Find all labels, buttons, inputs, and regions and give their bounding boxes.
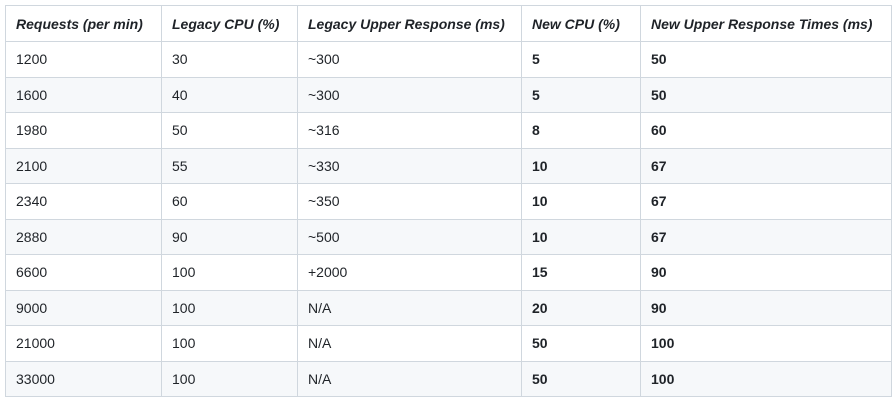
new-cpu-cell: 5 [521, 76, 641, 113]
header-legacy-upper-response: Legacy Upper Response (ms) [297, 5, 522, 42]
table-row: 1200 30 ~300 5 50 [5, 41, 892, 78]
table-row: 6600 100 +2000 15 90 [5, 254, 892, 291]
table-row: 1980 50 ~316 8 60 [5, 112, 892, 149]
new-cpu-cell: 20 [521, 289, 641, 326]
legacy-response-cell: ~316 [297, 112, 522, 149]
legacy-cpu-cell: 100 [161, 289, 298, 326]
new-response-cell: 60 [640, 112, 892, 149]
requests-cell: 2100 [5, 147, 162, 184]
table-row: 33000 100 N/A 50 100 [5, 360, 892, 397]
table-row: 1600 40 ~300 5 50 [5, 76, 892, 113]
legacy-response-cell: ~500 [297, 218, 522, 255]
requests-cell: 1200 [5, 41, 162, 78]
requests-cell: 21000 [5, 325, 162, 362]
legacy-response-cell: ~300 [297, 41, 522, 78]
new-response-cell: 67 [640, 218, 892, 255]
table-row: 21000 100 N/A 50 100 [5, 325, 892, 362]
table-row: 2880 90 ~500 10 67 [5, 218, 892, 255]
new-cpu-cell: 50 [521, 325, 641, 362]
legacy-cpu-cell: 90 [161, 218, 298, 255]
header-legacy-cpu: Legacy CPU (%) [161, 5, 298, 42]
legacy-response-cell: N/A [297, 325, 522, 362]
table-row: 9000 100 N/A 20 90 [5, 289, 892, 326]
new-response-cell: 90 [640, 289, 892, 326]
legacy-response-cell: +2000 [297, 254, 522, 291]
new-response-cell: 67 [640, 183, 892, 220]
performance-table: Requests (per min) Legacy CPU (%) Legacy… [5, 5, 892, 397]
legacy-cpu-cell: 55 [161, 147, 298, 184]
legacy-response-cell: ~350 [297, 183, 522, 220]
requests-cell: 6600 [5, 254, 162, 291]
legacy-cpu-cell: 100 [161, 325, 298, 362]
new-cpu-cell: 5 [521, 41, 641, 78]
header-row: Requests (per min) Legacy CPU (%) Legacy… [5, 5, 892, 42]
new-cpu-cell: 15 [521, 254, 641, 291]
requests-cell: 1980 [5, 112, 162, 149]
table-row: 2100 55 ~330 10 67 [5, 147, 892, 184]
legacy-response-cell: N/A [297, 360, 522, 397]
legacy-cpu-cell: 50 [161, 112, 298, 149]
legacy-response-cell: ~330 [297, 147, 522, 184]
new-response-cell: 67 [640, 147, 892, 184]
requests-cell: 2880 [5, 218, 162, 255]
legacy-response-cell: ~300 [297, 76, 522, 113]
new-response-cell: 100 [640, 325, 892, 362]
legacy-cpu-cell: 40 [161, 76, 298, 113]
new-response-cell: 50 [640, 76, 892, 113]
legacy-cpu-cell: 30 [161, 41, 298, 78]
requests-cell: 1600 [5, 76, 162, 113]
legacy-cpu-cell: 100 [161, 254, 298, 291]
header-new-upper-response-times: New Upper Response Times (ms) [640, 5, 892, 42]
new-cpu-cell: 10 [521, 218, 641, 255]
requests-cell: 2340 [5, 183, 162, 220]
table-body: 1200 30 ~300 5 50 1600 40 ~300 5 50 1980 50 ~316 8 60 2… [5, 41, 892, 397]
table-header: Requests (per min) Legacy CPU (%) Legacy… [5, 5, 892, 42]
requests-cell: 33000 [5, 360, 162, 397]
legacy-cpu-cell: 100 [161, 360, 298, 397]
header-new-cpu: New CPU (%) [521, 5, 641, 42]
new-cpu-cell: 10 [521, 183, 641, 220]
new-cpu-cell: 50 [521, 360, 641, 397]
new-response-cell: 100 [640, 360, 892, 397]
legacy-cpu-cell: 60 [161, 183, 298, 220]
new-response-cell: 90 [640, 254, 892, 291]
header-requests-per-min: Requests (per min) [5, 5, 162, 42]
new-response-cell: 50 [640, 41, 892, 78]
table-row: 2340 60 ~350 10 67 [5, 183, 892, 220]
legacy-response-cell: N/A [297, 289, 522, 326]
new-cpu-cell: 8 [521, 112, 641, 149]
requests-cell: 9000 [5, 289, 162, 326]
new-cpu-cell: 10 [521, 147, 641, 184]
